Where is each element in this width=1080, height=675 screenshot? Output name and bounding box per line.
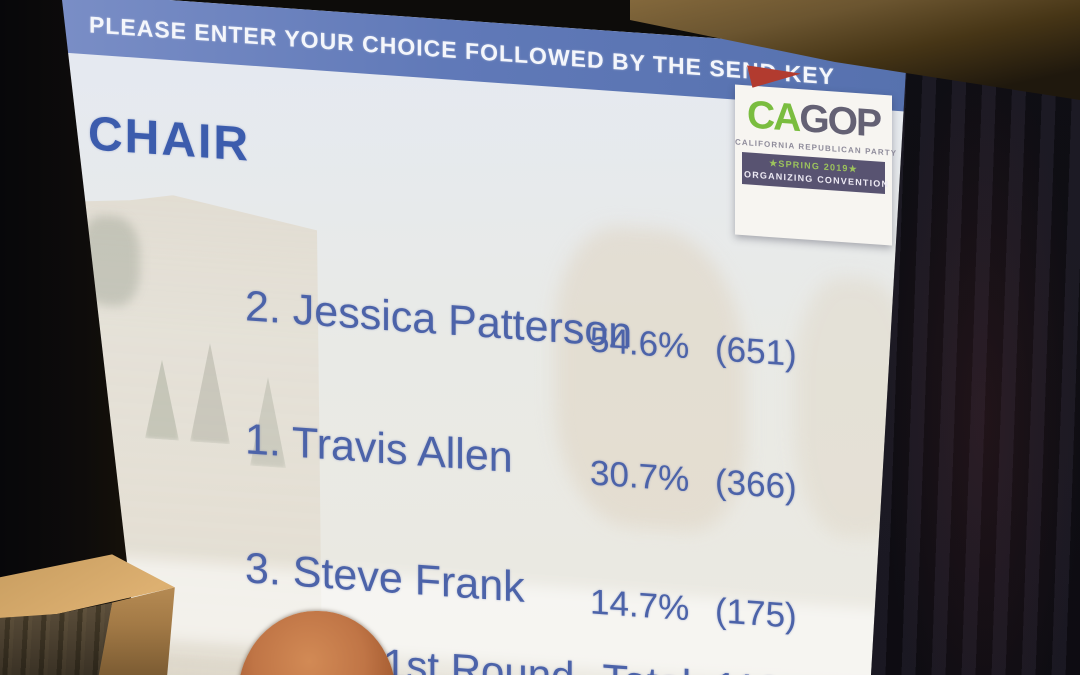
vote-percent: 14.7% (590, 582, 690, 629)
candidate-name: 1. Travis Allen (245, 415, 513, 483)
vote-percent: 30.7% (590, 453, 690, 500)
vote-count: (366) (715, 462, 797, 507)
logo-gop-text: GOP (799, 97, 881, 146)
logo-convention-badge: ★SPRING 2019★ ORGANIZING CONVENTION (742, 152, 889, 195)
total-label: Total: 1192 (602, 655, 804, 675)
tree-silhouette (145, 358, 179, 440)
logo-ca-text: CA (746, 93, 800, 141)
tree-silhouette (190, 341, 230, 444)
vote-percent: 54.6% (590, 320, 690, 367)
stage-curtain (871, 0, 1080, 675)
total-row: 1st Round Total: 1192 (383, 640, 805, 675)
page-title: CHAIR (88, 107, 250, 172)
candidate-name: 3. Steve Frank (245, 544, 525, 612)
round-label: 1st Round (383, 639, 575, 675)
candidate-name: 2. Jessica Patterson (245, 282, 633, 358)
cagop-logo-card: CAGOP CALIFORNIA REPUBLICAN PARTY ★SPRIN… (735, 85, 897, 246)
draped-table (0, 548, 190, 675)
vote-count: (651) (715, 329, 797, 374)
result-row: 2. Jessica Patterson 54.6% (651) (245, 282, 905, 388)
cagop-logo: CAGOP (735, 93, 892, 146)
vote-count: (175) (715, 591, 797, 636)
result-row: 1. Travis Allen 30.7% (366) (245, 415, 905, 521)
